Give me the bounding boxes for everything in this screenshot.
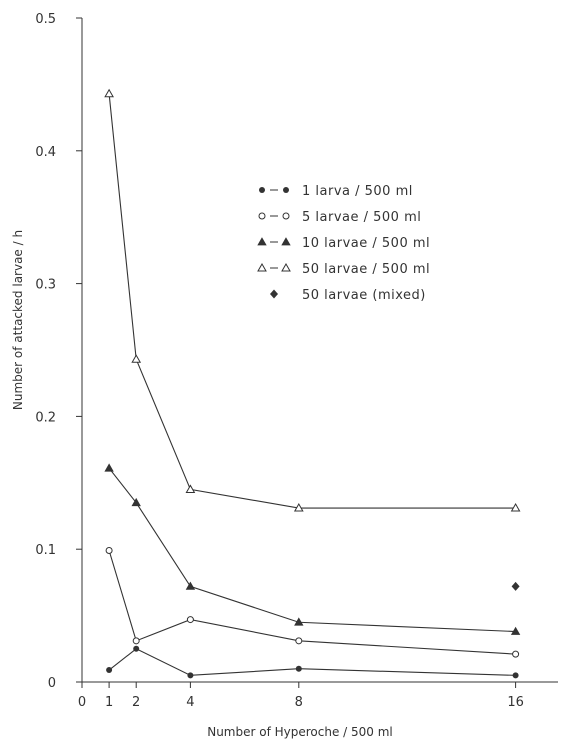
x-tick-label: 0 (78, 695, 86, 710)
legend-item: 1 larva / 500 ml (259, 184, 413, 199)
legend-item: 50 larvae / 500 ml (257, 262, 430, 277)
data-point-series-1 (295, 665, 302, 672)
legend-marker (282, 212, 290, 220)
legend-label: 1 larva / 500 ml (302, 184, 413, 199)
legend-item: 10 larvae / 500 ml (257, 236, 430, 251)
series-line-2 (108, 550, 516, 655)
data-point-series-3 (185, 581, 196, 590)
x-tick-label: 16 (507, 695, 524, 710)
legend-label: 5 larvae / 500 ml (302, 210, 421, 225)
series-line-3 (108, 467, 516, 633)
series-markers (104, 88, 521, 679)
x-tick-label: 1 (105, 695, 113, 710)
data-point-series-2 (186, 616, 194, 624)
legend-marker (257, 262, 267, 272)
data-point-series-4 (131, 354, 142, 363)
data-point-series-4 (510, 503, 521, 512)
x-ticks: 0 1 2 4 8 16 (78, 682, 524, 710)
y-tick-label: 0.2 (35, 410, 56, 425)
data-point-series-3 (294, 617, 304, 626)
legend-marker (283, 187, 289, 193)
data-point-series-1 (133, 645, 140, 652)
x-axis-title: Number of Hyperoche / 500 ml (207, 725, 393, 739)
axes (81, 18, 558, 683)
data-point-series-3 (131, 497, 141, 507)
legend-label: 50 larvae / 500 ml (302, 262, 430, 277)
data-point-series-1 (106, 667, 113, 674)
data-point-series-1 (512, 672, 519, 679)
data-point-series-1 (187, 672, 194, 679)
y-tick-label: 0.3 (35, 278, 56, 293)
legend-marker (258, 212, 266, 220)
data-point-series-2 (512, 650, 520, 658)
legend-marker (259, 187, 265, 193)
legend-item: 50 larvae (mixed) (270, 288, 426, 303)
legend-marker (281, 237, 291, 246)
x-tick-label: 4 (186, 695, 194, 710)
x-tick-label: 8 (295, 695, 303, 710)
data-point-series-4 (104, 88, 114, 98)
legend-label: 10 larvae / 500 ml (302, 236, 430, 251)
data-point-series-4 (293, 503, 304, 512)
data-point-series-3 (104, 463, 114, 472)
y-tick-label: 0.1 (35, 543, 56, 558)
legend-item: 5 larvae / 500 ml (258, 210, 421, 225)
y-ticks: 0 0.1 0.2 0.3 0.4 0.5 (35, 12, 82, 691)
y-tick-label: 0 (48, 676, 56, 691)
series-line-1 (108, 648, 516, 676)
data-point-series-4 (185, 484, 196, 493)
y-tick-label: 0.5 (35, 12, 56, 27)
y-axis-title: Number of attacked larvae / h (11, 230, 25, 410)
x-tick-label: 2 (132, 695, 140, 710)
legend-marker (281, 262, 291, 272)
data-point-series-2 (295, 637, 303, 645)
data-point-series-2 (105, 547, 113, 555)
series-lines (108, 93, 516, 676)
legend-label: 50 larvae (mixed) (302, 288, 426, 303)
data-point-series-3 (510, 626, 521, 635)
y-tick-label: 0.4 (35, 145, 56, 160)
data-point-series-2 (132, 637, 140, 645)
legend-marker (270, 289, 278, 299)
legend-marker (257, 237, 267, 246)
legend: 1 larva / 500 ml 5 larvae / 500 ml 10 larv… (257, 184, 430, 303)
data-point-series-5 (511, 581, 520, 591)
